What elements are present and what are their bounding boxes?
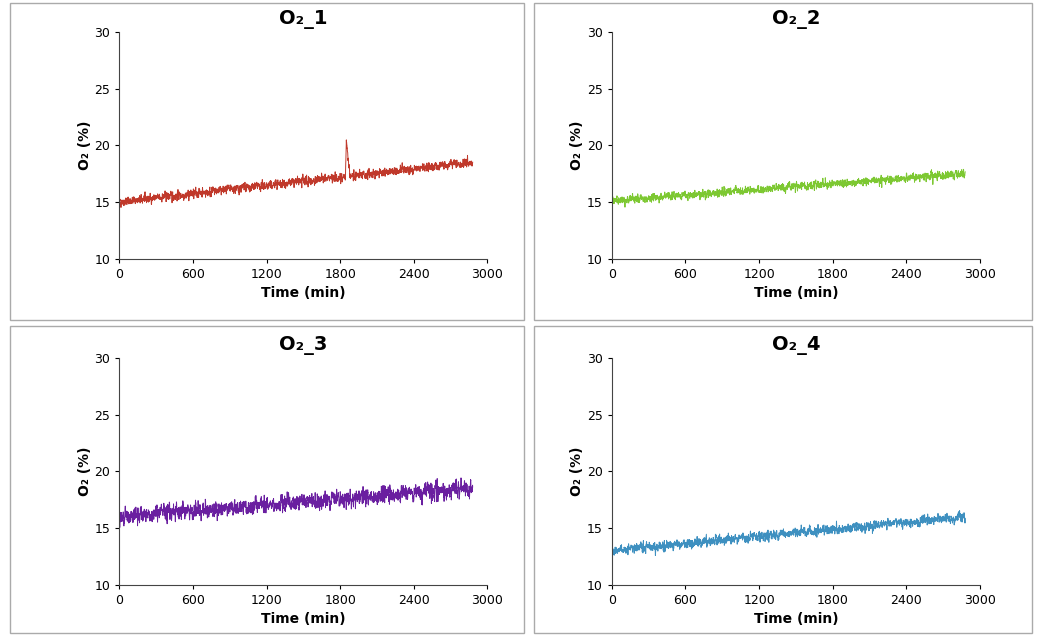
- Y-axis label: O₂ (%): O₂ (%): [570, 447, 584, 496]
- Y-axis label: O₂ (%): O₂ (%): [78, 447, 91, 496]
- Y-axis label: O₂ (%): O₂ (%): [570, 121, 584, 170]
- Title: O₂_3: O₂_3: [279, 335, 328, 355]
- X-axis label: Time (min): Time (min): [261, 612, 345, 626]
- X-axis label: Time (min): Time (min): [754, 612, 838, 626]
- Title: O₂_2: O₂_2: [772, 10, 820, 29]
- X-axis label: Time (min): Time (min): [754, 286, 838, 300]
- Title: O₂_4: O₂_4: [772, 335, 820, 355]
- Title: O₂_1: O₂_1: [279, 10, 328, 29]
- X-axis label: Time (min): Time (min): [261, 286, 345, 300]
- Y-axis label: O₂ (%): O₂ (%): [78, 121, 91, 170]
